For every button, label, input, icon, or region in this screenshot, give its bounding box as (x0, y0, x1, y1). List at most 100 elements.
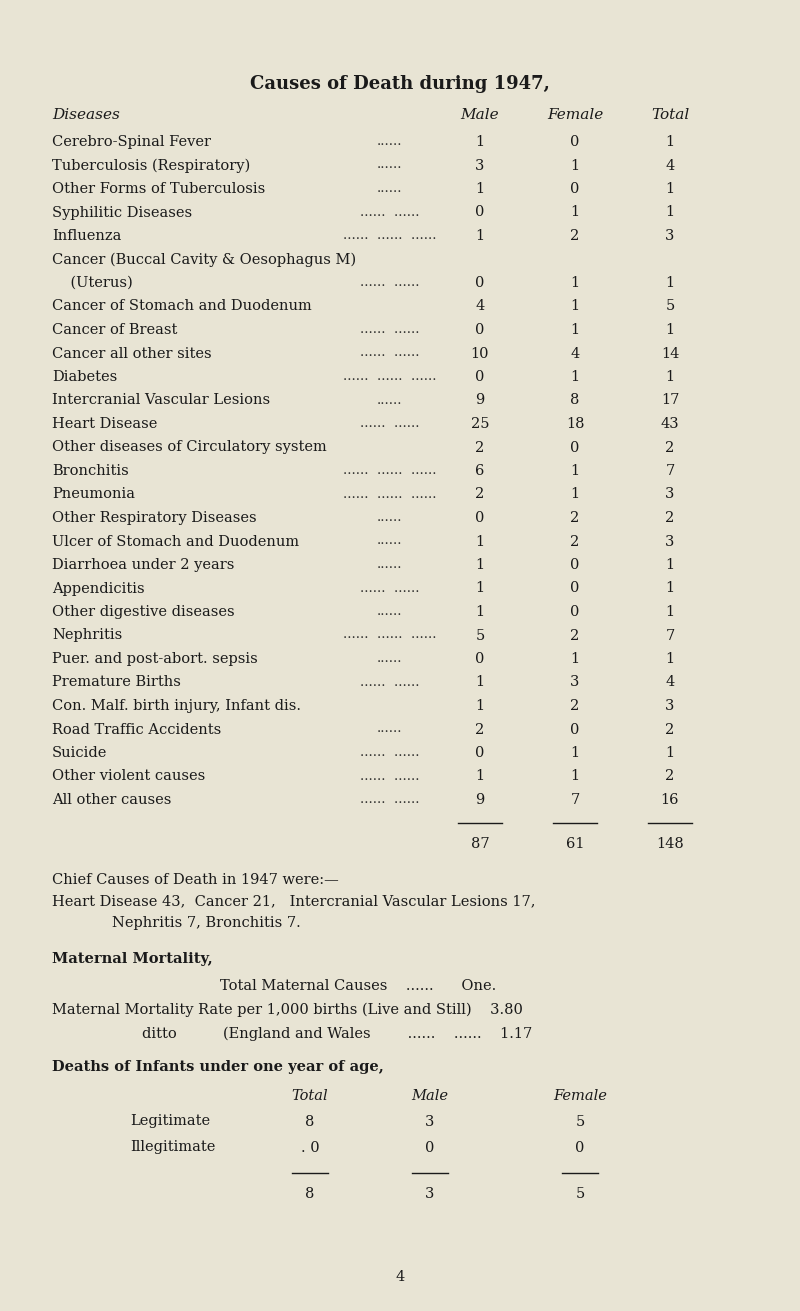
Text: Cancer (Buccal Cavity & Oesophagus M): Cancer (Buccal Cavity & Oesophagus M) (52, 253, 356, 267)
Text: ......  ......: ...... ...... (360, 770, 420, 783)
Text: 148: 148 (656, 836, 684, 851)
Text: 1: 1 (570, 746, 579, 760)
Text: 5: 5 (666, 299, 674, 313)
Text: 1: 1 (570, 277, 579, 290)
Text: Total: Total (292, 1088, 328, 1103)
Text: ......: ...... (378, 511, 402, 524)
Text: 1: 1 (475, 135, 485, 149)
Text: Male: Male (461, 108, 499, 122)
Text: 2: 2 (570, 229, 580, 243)
Text: 1: 1 (475, 535, 485, 548)
Text: ......: ...... (378, 182, 402, 195)
Text: ......  ......: ...... ...... (360, 746, 420, 759)
Text: Nephritis: Nephritis (52, 628, 122, 642)
Text: Pneumonia: Pneumonia (52, 488, 135, 502)
Text: ......  ......: ...... ...... (360, 206, 420, 219)
Text: Syphilitic Diseases: Syphilitic Diseases (52, 206, 192, 219)
Text: 1: 1 (475, 229, 485, 243)
Text: (Uterus): (Uterus) (52, 277, 133, 290)
Text: 1: 1 (570, 323, 579, 337)
Text: 1: 1 (570, 206, 579, 219)
Text: 0: 0 (570, 722, 580, 737)
Text: 1: 1 (666, 182, 674, 197)
Text: Tuberculosis (Respiratory): Tuberculosis (Respiratory) (52, 159, 250, 173)
Text: Legitimate: Legitimate (130, 1114, 210, 1129)
Text: 9: 9 (475, 793, 485, 808)
Text: Bronchitis: Bronchitis (52, 464, 129, 479)
Text: 2: 2 (570, 535, 580, 548)
Text: ......: ...... (378, 135, 402, 148)
Text: Other diseases of Circulatory system: Other diseases of Circulatory system (52, 440, 326, 455)
Text: 0: 0 (475, 370, 485, 384)
Text: ......  ......  ......: ...... ...... ...... (343, 488, 437, 501)
Text: ......: ...... (378, 393, 402, 406)
Text: ......: ...... (378, 558, 402, 572)
Text: Puer. and post-abort. sepsis: Puer. and post-abort. sepsis (52, 652, 258, 666)
Text: 2: 2 (570, 628, 580, 642)
Text: 25: 25 (470, 417, 490, 431)
Text: Illegitimate: Illegitimate (130, 1141, 215, 1155)
Text: 18: 18 (566, 417, 584, 431)
Text: ......: ...... (378, 722, 402, 735)
Text: 3: 3 (666, 488, 674, 502)
Text: 1: 1 (666, 370, 674, 384)
Text: 4: 4 (395, 1270, 405, 1283)
Text: 5: 5 (575, 1114, 585, 1129)
Text: Appendicitis: Appendicitis (52, 582, 145, 595)
Text: Maternal Mortality,: Maternal Mortality, (52, 953, 213, 966)
Text: Premature Births: Premature Births (52, 675, 181, 690)
Text: 1: 1 (570, 299, 579, 313)
Text: Other violent causes: Other violent causes (52, 770, 206, 784)
Text: 43: 43 (661, 417, 679, 431)
Text: Cancer all other sites: Cancer all other sites (52, 346, 212, 361)
Text: 7: 7 (666, 628, 674, 642)
Text: 2: 2 (475, 488, 485, 502)
Text: ......  ......: ...... ...... (360, 675, 420, 688)
Text: Other Respiratory Diseases: Other Respiratory Diseases (52, 511, 257, 524)
Text: 2: 2 (666, 770, 674, 784)
Text: ......  ......  ......: ...... ...... ...... (343, 229, 437, 243)
Text: 2: 2 (570, 699, 580, 713)
Text: ......: ...... (378, 535, 402, 548)
Text: 1: 1 (666, 277, 674, 290)
Text: 1: 1 (475, 182, 485, 197)
Text: 0: 0 (475, 652, 485, 666)
Text: Chief Causes of Death in 1947 were:—: Chief Causes of Death in 1947 were:— (52, 873, 338, 886)
Text: Male: Male (411, 1088, 449, 1103)
Text: 1: 1 (666, 582, 674, 595)
Text: 1: 1 (666, 206, 674, 219)
Text: 1: 1 (570, 159, 579, 173)
Text: 1: 1 (475, 558, 485, 572)
Text: Nephritis 7, Bronchitis 7.: Nephritis 7, Bronchitis 7. (112, 916, 301, 931)
Text: 4: 4 (475, 299, 485, 313)
Text: 0: 0 (570, 182, 580, 197)
Text: 14: 14 (661, 346, 679, 361)
Text: 1: 1 (570, 770, 579, 784)
Text: 1: 1 (570, 488, 579, 502)
Text: 8: 8 (306, 1186, 314, 1201)
Text: Intercranial Vascular Lesions: Intercranial Vascular Lesions (52, 393, 270, 408)
Text: Diarrhoea under 2 years: Diarrhoea under 2 years (52, 558, 234, 572)
Text: Female: Female (547, 108, 603, 122)
Text: . 0: . 0 (301, 1141, 319, 1155)
Text: 7: 7 (570, 793, 580, 808)
Text: ......  ......: ...... ...... (360, 323, 420, 336)
Text: 3: 3 (426, 1186, 434, 1201)
Text: 16: 16 (661, 793, 679, 808)
Text: Influenza: Influenza (52, 229, 122, 243)
Text: 0: 0 (570, 135, 580, 149)
Text: All other causes: All other causes (52, 793, 171, 808)
Text: 0: 0 (475, 323, 485, 337)
Text: 0: 0 (475, 746, 485, 760)
Text: 0: 0 (575, 1141, 585, 1155)
Text: 1: 1 (570, 370, 579, 384)
Text: ......  ......: ...... ...... (360, 346, 420, 359)
Text: 1: 1 (666, 323, 674, 337)
Text: 8: 8 (570, 393, 580, 408)
Text: 5: 5 (575, 1186, 585, 1201)
Text: 61: 61 (566, 836, 584, 851)
Text: 2: 2 (570, 511, 580, 524)
Text: 5: 5 (475, 628, 485, 642)
Text: 0: 0 (570, 604, 580, 619)
Text: 2: 2 (475, 722, 485, 737)
